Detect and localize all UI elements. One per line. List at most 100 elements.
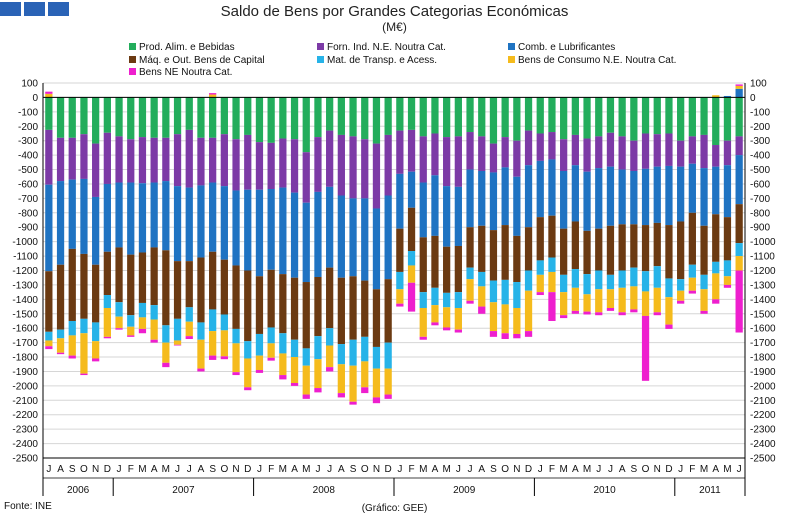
bar-segment [665, 278, 673, 298]
bar-segment [443, 186, 451, 247]
bar-segment [443, 246, 451, 293]
bar-segment-positive [712, 95, 720, 98]
bar-segment [209, 331, 217, 356]
bar-segment [244, 387, 252, 391]
bar-segment [244, 97, 252, 135]
bar-segment [209, 97, 217, 138]
x-tick-label: O [361, 464, 369, 475]
bar-segment [723, 217, 732, 261]
bar-segment [185, 261, 193, 308]
bar-segment [173, 97, 182, 135]
bar-segment [571, 287, 579, 311]
bar-segment [665, 97, 673, 134]
y-tick-label-left: 100 [21, 79, 38, 90]
bar-segment [290, 357, 299, 383]
bar-segment [290, 277, 299, 340]
bar-segment [138, 302, 147, 318]
bar-segment [326, 345, 334, 368]
bar-segment [279, 274, 287, 334]
y-tick-label-right: -2500 [750, 454, 776, 465]
bar-segment [384, 342, 392, 369]
y-tick-label-left: 0 [32, 93, 38, 104]
bar-segment [700, 274, 708, 290]
bar-segment [349, 401, 357, 405]
legend-label: Bens de Consumo N.E. Noutra Cat. [518, 55, 677, 66]
bar-segment [349, 339, 357, 366]
bar-segment [255, 276, 264, 334]
bar-segment [337, 364, 345, 394]
bar-segment [700, 97, 708, 135]
bar-segment [665, 225, 673, 279]
bar-segment [419, 97, 427, 137]
bar-segment [606, 225, 615, 275]
bar-segment [560, 170, 568, 229]
y-tick-label-left: -1400 [12, 295, 38, 306]
year-label: 2011 [699, 485, 721, 496]
x-tick-label: J [468, 464, 473, 475]
bar-segment [290, 97, 299, 140]
bar-segment [220, 134, 228, 187]
x-tick-label: M [162, 464, 170, 475]
bar-segment [56, 264, 65, 330]
bar-segment-positive [209, 94, 217, 98]
bar-segment [407, 171, 416, 208]
bar-segment [45, 129, 53, 185]
bar-segment [361, 361, 369, 388]
bar-segment [115, 97, 123, 137]
bar-segment [68, 320, 76, 336]
y-tick-label-right: -200 [750, 122, 770, 133]
bar-segment [115, 182, 123, 248]
bar-segment [419, 336, 427, 340]
bar-segment [630, 309, 638, 313]
bar-segment [466, 227, 474, 268]
bar-segment [618, 97, 626, 137]
bar-segment [419, 136, 427, 183]
y-tick-label-right: 100 [750, 79, 767, 90]
bar-segment [267, 327, 275, 344]
bar-segment [501, 304, 509, 334]
bar-segment [478, 306, 486, 314]
bar-segment [454, 308, 462, 330]
bar-segment [209, 309, 217, 332]
bar-segment [56, 352, 65, 355]
bar-segment [595, 289, 603, 313]
bar-segment [220, 97, 228, 135]
bar-segment [653, 166, 661, 223]
bar-segment [501, 279, 509, 305]
bar-segment [513, 176, 521, 236]
bar-segment [150, 97, 158, 138]
bar-segment [665, 324, 673, 329]
bar-segment [443, 307, 451, 328]
y-tick-label-left: -1900 [12, 367, 38, 378]
bar-segment [384, 134, 392, 196]
bar-segment [197, 97, 205, 138]
x-tick-label: M [419, 464, 427, 475]
bar-segment [723, 260, 732, 277]
bar-segment [255, 97, 264, 143]
bar-segment [92, 264, 100, 323]
x-tick-label: J [117, 464, 122, 475]
bar-segment [571, 97, 579, 135]
x-tick-label: S [631, 464, 638, 475]
bar-segment [419, 308, 427, 337]
bar-segment [431, 175, 439, 236]
bar-segment [197, 322, 205, 340]
bar-segment [583, 138, 591, 172]
bar-segment [173, 134, 182, 187]
bar-segment [595, 312, 603, 316]
bar-segment-positive [735, 85, 743, 89]
bar-segment [197, 137, 205, 186]
bar-segment [290, 339, 299, 358]
bar-segment [606, 132, 615, 167]
bar-segment [583, 230, 591, 275]
bar-segment [641, 168, 650, 226]
bar-segment [443, 137, 451, 187]
x-tick-label: D [244, 464, 251, 475]
bar-segment-positive [723, 95, 732, 98]
bar-segment [103, 183, 111, 252]
y-tick-label-right: -1800 [750, 353, 776, 364]
x-tick-label: J [315, 464, 320, 475]
bar-segment [232, 328, 240, 344]
x-tick-label: N [92, 464, 99, 475]
x-tick-label: S [350, 464, 357, 475]
